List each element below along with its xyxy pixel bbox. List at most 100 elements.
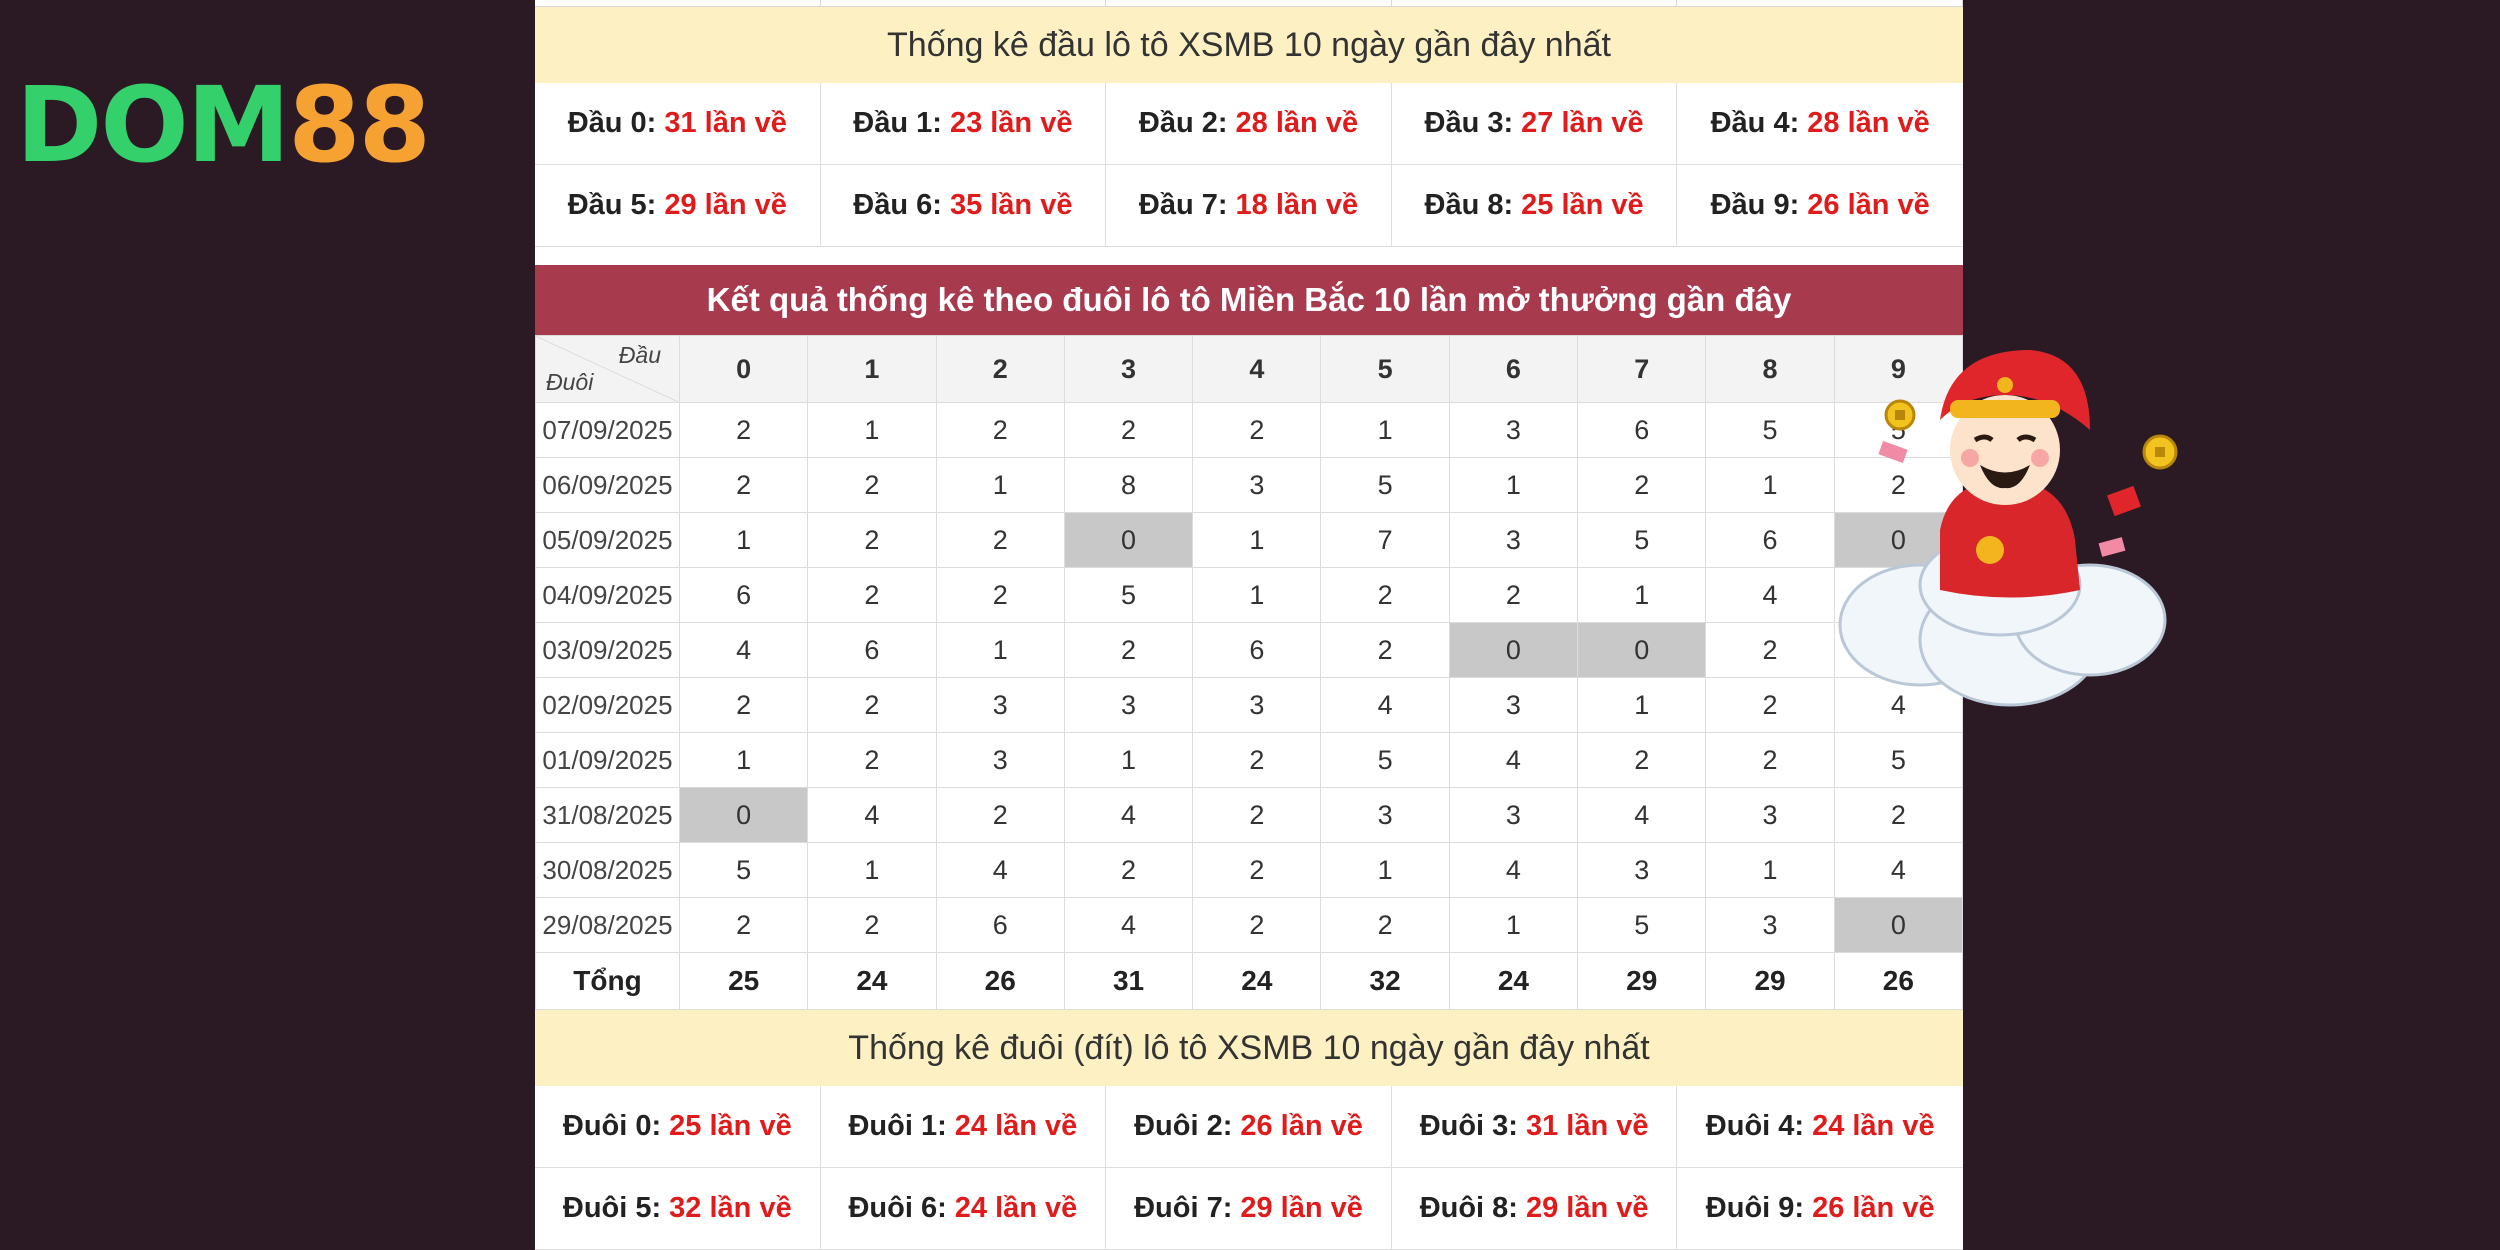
- row-date: 29/08/2025: [535, 897, 680, 953]
- table-cell: 2: [1577, 732, 1707, 788]
- table-cell: 6: [1705, 512, 1835, 568]
- table-cell: 8: [1063, 457, 1194, 513]
- table-cell: 4: [1448, 732, 1579, 788]
- table-cell: 3: [1448, 787, 1579, 843]
- table-row: 02/09/2025 2 2 3 3 3 4 3 1 2 4: [535, 677, 1963, 733]
- table-cell: 5: [1833, 732, 1963, 788]
- table-cell: 2: [935, 402, 1065, 458]
- column-header: 5: [1320, 335, 1450, 403]
- table-cell: 2: [1833, 787, 1963, 843]
- table-cell: 2: [935, 512, 1065, 568]
- total-cell: 24: [807, 952, 937, 1010]
- head-stat-6: Đầu 6: 35 lần về: [820, 165, 1107, 247]
- column-header: 7: [1577, 335, 1707, 403]
- table-corner-header: Đầu Đuôi: [535, 335, 680, 403]
- table-cell: 5: [1063, 567, 1194, 623]
- table-cell: 4: [1833, 842, 1963, 898]
- table-cell: 3: [935, 732, 1065, 788]
- table-cell: 4: [1063, 787, 1194, 843]
- total-cell: 31: [1063, 952, 1194, 1010]
- table-row: 05/09/2025 1 2 2 0 1 7 3 5 6 0: [535, 512, 1963, 568]
- table-cell: 4: [1320, 677, 1450, 733]
- total-cell: 26: [1833, 952, 1963, 1010]
- table-cell: 2: [807, 732, 937, 788]
- head-stat-3: Đầu 3: 27 lần về: [1391, 83, 1678, 165]
- table-cell: 1: [1192, 567, 1322, 623]
- table-row: 29/08/2025 2 2 6 4 2 2 1 5 3 0: [535, 897, 1963, 953]
- head-stat-7: Đầu 7: 18 lần về: [1106, 165, 1392, 247]
- table-cell: 2: [1705, 732, 1835, 788]
- head-stat-9: Đầu 9: 26 lần về: [1677, 165, 1963, 247]
- table-cell: 4: [1577, 787, 1707, 843]
- row-date: 01/09/2025: [535, 732, 680, 788]
- table-cell: 6: [807, 622, 937, 678]
- table-row: 06/09/2025 2 2 1 8 3 5 1 2 1 2: [535, 457, 1963, 513]
- row-date: 05/09/2025: [535, 512, 680, 568]
- table-cell: 2: [935, 567, 1065, 623]
- table-cell: 2: [807, 567, 937, 623]
- table-cell: 1: [1063, 732, 1194, 788]
- table-cell: 2: [1577, 457, 1707, 513]
- table-cell: 0: [678, 787, 809, 843]
- column-header: 8: [1705, 335, 1835, 403]
- table-cell: 2: [1192, 842, 1322, 898]
- head-stats-grid: Đầu 0: 31 lần về Đầu 1: 23 lần về Đầu 2: 28…: [535, 83, 1963, 247]
- table-cell: 4: [935, 842, 1065, 898]
- table-cell: 4: [1833, 677, 1963, 733]
- table-cell: 2: [678, 457, 809, 513]
- table-cell: 2: [807, 677, 937, 733]
- table-cell: 1: [1192, 512, 1322, 568]
- table-cell: 2: [1192, 897, 1322, 953]
- head-stat-0: Đầu 0: 31 lần về: [535, 83, 821, 165]
- table-cell: 4: [1448, 842, 1579, 898]
- dom88-logo[interactable]: DOM 88: [16, 64, 431, 186]
- previous-table-edge: [535, 0, 1963, 7]
- table-cell: 2: [1063, 842, 1194, 898]
- head-stat-4: Đầu 4: 28 lần về: [1677, 83, 1963, 165]
- head-stats-title: Thống kê đầu lô tô XSMB 10 ngày gần đây …: [535, 7, 1963, 83]
- total-cell: 26: [935, 952, 1065, 1010]
- head-stat-5: Đầu 5: 29 lần về: [535, 165, 821, 247]
- column-header: 0: [678, 335, 809, 403]
- table-row: 30/08/2025 5 1 4 2 2 1 4 3 1 4: [535, 842, 1963, 898]
- table-cell: 5: [1705, 402, 1835, 458]
- table-cell: 2: [1320, 567, 1450, 623]
- total-label: Tổng: [535, 952, 680, 1010]
- table-cell: 1: [935, 622, 1065, 678]
- table-cell: 2: [1063, 402, 1194, 458]
- table-cell: 4: [678, 622, 809, 678]
- table-cell: 3: [1448, 402, 1579, 458]
- table-cell: 2: [1705, 622, 1835, 678]
- table-row: 04/09/20256225122145: [535, 567, 1963, 623]
- logo-text-88: 88: [288, 64, 431, 186]
- table-header-row: Đầu Đuôi 0 1 2 3 4 5 6 7 8 9: [535, 335, 1963, 403]
- table-cell: 5: [678, 842, 809, 898]
- tail-stat-3: Đuôi 3: 31 lần về: [1391, 1086, 1678, 1168]
- head-stat-2: Đầu 2: 28 lần về: [1106, 83, 1392, 165]
- table-cell: 5: [1320, 457, 1450, 513]
- table-cell: 5: [1577, 897, 1707, 953]
- table-cell: 3: [935, 677, 1065, 733]
- table-cell: 2: [678, 402, 809, 458]
- table-cell: 1: [1577, 677, 1707, 733]
- table-row: 31/08/2025 0 4 2 4 2 3 3 4 3 2: [535, 787, 1963, 843]
- table-cell: 1: [678, 732, 809, 788]
- tail-stat-6: Đuôi 6: 24 lần về: [820, 1168, 1107, 1250]
- total-cell: 29: [1705, 952, 1835, 1010]
- tail-stat-5: Đuôi 5: 32 lần về: [535, 1168, 821, 1250]
- table-cell: 6: [678, 567, 809, 623]
- tail-stat-8: Đuôi 8: 29 lần về: [1391, 1168, 1678, 1250]
- table-cell: 1: [1705, 842, 1835, 898]
- table-cell: 0: [1063, 512, 1194, 568]
- tail-stat-9: Đuôi 9: 26 lần về: [1677, 1168, 1963, 1250]
- row-date: 03/09/2025: [535, 622, 680, 678]
- tail-stat-4: Đuôi 4: 24 lần về: [1677, 1086, 1963, 1168]
- total-cell: 24: [1192, 952, 1322, 1010]
- total-cell: 24: [1448, 952, 1579, 1010]
- table-cell: 2: [807, 457, 937, 513]
- table-cell: 0: [1833, 512, 1963, 568]
- table-row: 07/09/20252122213655: [535, 402, 1963, 458]
- table-cell: 0: [1448, 622, 1579, 678]
- row-date: 31/08/2025: [535, 787, 680, 843]
- column-header: 6: [1448, 335, 1579, 403]
